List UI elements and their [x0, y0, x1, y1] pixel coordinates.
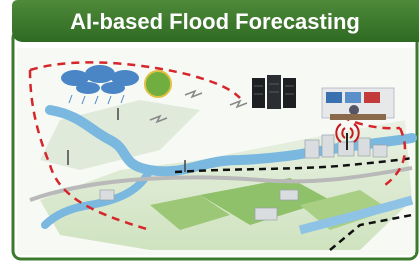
servers	[252, 75, 296, 109]
radar-map	[145, 71, 171, 97]
flood-forecast-panel: AI-based Flood Forecasting	[0, 0, 419, 262]
title: AI-based Flood Forecasting	[70, 9, 360, 34]
page: AI-based Flood Forecasting (() => { cons…	[0, 0, 419, 262]
illustration	[17, 48, 415, 255]
control-room	[322, 88, 394, 120]
